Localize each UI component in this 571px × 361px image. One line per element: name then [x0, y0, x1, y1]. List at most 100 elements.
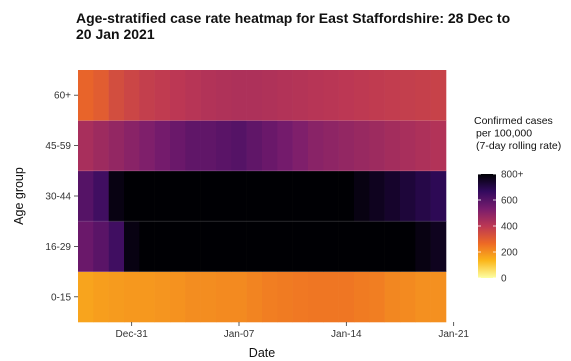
- heatmap-cell: [354, 271, 370, 323]
- heatmap-cell: [323, 271, 339, 323]
- x-tick-label: Jan-07: [224, 329, 255, 340]
- heatmap-cell: [170, 221, 186, 272]
- x-tick-label: Jan-21: [438, 329, 469, 340]
- heatmap-cell: [277, 70, 293, 121]
- heatmap-cell: [384, 271, 401, 323]
- heatmap-cell: [262, 271, 278, 323]
- heatmap-cell: [154, 170, 171, 222]
- heatmap-cell: [185, 70, 201, 121]
- heatmap-cell: [154, 221, 171, 272]
- heatmap-cell: [338, 70, 355, 121]
- heatmap-cell: [185, 120, 201, 172]
- heatmap-cell: [170, 70, 186, 121]
- heatmap-cell: [154, 271, 171, 323]
- heatmap-cell: [400, 271, 416, 323]
- heatmap-cell: [78, 221, 94, 272]
- y-axis-title: Age group: [12, 167, 26, 225]
- heatmap-cell: [231, 70, 247, 121]
- heatmap-cell: [231, 170, 247, 222]
- heatmap-cell: [430, 271, 447, 323]
- heatmap-cell: [216, 170, 232, 222]
- heatmap-cell: [124, 221, 140, 272]
- heatmap-cell: [369, 221, 385, 272]
- heatmap-cell: [292, 120, 309, 172]
- x-axis-title: Date: [249, 346, 275, 360]
- heatmap-cell: [415, 170, 431, 222]
- heatmap-cell: [308, 120, 324, 172]
- heatmap-cell: [308, 221, 324, 272]
- heatmap-cell: [78, 70, 94, 121]
- heatmap-cell: [384, 70, 401, 121]
- legend-title-line: Confirmed cases: [474, 115, 553, 127]
- heatmap-cell: [93, 70, 109, 121]
- heatmap-cell: [400, 70, 416, 121]
- heatmap-cell: [369, 271, 385, 323]
- heatmap-cell: [216, 221, 232, 272]
- heatmap-cell: [108, 170, 125, 222]
- heatmap-cell: [108, 221, 125, 272]
- heatmap-cell: [124, 170, 140, 222]
- heatmap-cell: [78, 120, 94, 172]
- heatmap-cell: [292, 221, 309, 272]
- heatmap-cell: [369, 170, 385, 222]
- legend-title-line: (7-day rolling rate): [476, 140, 561, 152]
- heatmap-cell: [170, 271, 186, 323]
- heatmap-cell: [246, 70, 263, 121]
- heatmap-cell: [93, 271, 109, 323]
- heatmap-cell: [308, 170, 324, 222]
- heatmap-cell: [354, 221, 370, 272]
- legend-tick-label: 400: [501, 222, 518, 233]
- heatmap-cell: [200, 120, 217, 172]
- heatmap-cell: [430, 221, 447, 272]
- heatmap-cell: [415, 271, 431, 323]
- x-tick-label: Jan-14: [331, 329, 362, 340]
- heatmap-cell: [384, 170, 401, 222]
- heatmap-cell: [292, 170, 309, 222]
- heatmap-cell: [384, 221, 401, 272]
- heatmap-cell: [200, 170, 217, 222]
- heatmap-cell: [415, 120, 431, 172]
- heatmap-cell: [246, 170, 263, 222]
- heatmap-cell: [200, 221, 217, 272]
- heatmap-cell: [384, 120, 401, 172]
- legend-title-line: per 100,000: [476, 128, 532, 140]
- heatmap-cell: [262, 120, 278, 172]
- heatmap-cell: [139, 120, 155, 172]
- heatmap-cell: [369, 70, 385, 121]
- heatmap-cell: [170, 120, 186, 172]
- heatmap-cell: [78, 170, 94, 222]
- heatmap-cell: [323, 70, 339, 121]
- heatmap-cell: [139, 70, 155, 121]
- heatmap-cell: [216, 271, 232, 323]
- heatmap-cell: [430, 170, 447, 222]
- heatmap-cell: [277, 170, 293, 222]
- heatmap-cell: [246, 271, 263, 323]
- heatmap-cell: [200, 271, 217, 323]
- heatmap-cell: [139, 221, 155, 272]
- heatmap-cell: [354, 120, 370, 172]
- heatmap-cell: [323, 221, 339, 272]
- heatmap-cell: [323, 120, 339, 172]
- heatmap-cell: [124, 120, 140, 172]
- heatmap-cell: [246, 120, 263, 172]
- y-tick-label: 30-44: [45, 192, 71, 203]
- heatmap-cell: [154, 120, 171, 172]
- heatmap-cell: [262, 70, 278, 121]
- heatmap-cell: [231, 120, 247, 172]
- heatmap-cell: [338, 120, 355, 172]
- x-tick-label: Dec-31: [116, 329, 149, 340]
- heatmap-cell: [277, 221, 293, 272]
- legend-tick-label: 800+: [501, 170, 524, 181]
- legend-tick-label: 0: [501, 274, 507, 285]
- heatmap-cell: [262, 221, 278, 272]
- heatmap-cell: [430, 70, 447, 121]
- heatmap-cell: [216, 120, 232, 172]
- heatmap-cell: [200, 70, 217, 121]
- heatmap-cell: [338, 271, 355, 323]
- heatmap-cell: [154, 70, 171, 121]
- heatmap-cell: [354, 170, 370, 222]
- legend-tick-label: 600: [501, 196, 518, 207]
- heatmap-cell: [400, 120, 416, 172]
- y-tick-label: 16-29: [45, 242, 71, 253]
